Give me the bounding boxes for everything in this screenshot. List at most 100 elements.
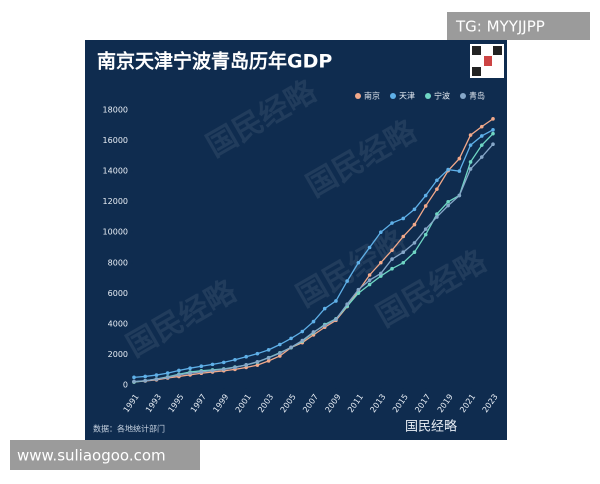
data-point	[244, 363, 248, 367]
y-tick-label: 12000	[103, 197, 128, 206]
data-point	[143, 374, 148, 379]
data-point	[491, 131, 495, 136]
data-point	[379, 260, 383, 265]
data-point	[334, 299, 338, 303]
data-point	[356, 260, 361, 265]
data-point	[390, 221, 394, 225]
data-point	[367, 282, 372, 287]
legend-swatch	[460, 93, 466, 99]
data-point	[334, 317, 338, 322]
y-tick-label: 8000	[108, 258, 128, 267]
data-point	[165, 371, 170, 375]
data-point	[390, 266, 394, 271]
legend-swatch	[425, 93, 431, 99]
data-point	[233, 357, 237, 362]
data-point	[423, 227, 428, 231]
data-point	[132, 375, 136, 380]
y-tick-label: 14000	[103, 167, 128, 176]
data-point	[278, 351, 282, 356]
y-tick-label: 10000	[103, 228, 128, 237]
overlay-bottom-text: www.suliaogoo.com	[17, 447, 166, 465]
data-point	[233, 365, 237, 370]
data-point	[199, 364, 204, 369]
data-point	[367, 278, 372, 282]
data-point	[210, 368, 215, 373]
data-point	[266, 356, 271, 360]
data-point	[435, 215, 439, 219]
data-point	[278, 354, 282, 358]
data-point	[412, 207, 417, 212]
data-point	[154, 373, 159, 377]
data-point	[390, 248, 394, 253]
data-point	[278, 342, 282, 347]
data-point	[311, 319, 316, 324]
data-point	[255, 363, 260, 367]
data-point	[435, 178, 439, 183]
data-point	[322, 323, 327, 328]
y-tick-label: 0	[123, 381, 128, 390]
data-point	[457, 169, 462, 173]
y-tick-label: 4000	[108, 319, 128, 328]
data-point	[154, 377, 159, 381]
data-point	[244, 354, 248, 359]
chart-title: 南京天津宁波青岛历年GDP	[97, 50, 332, 73]
data-point	[423, 193, 428, 198]
data-point	[491, 142, 495, 147]
data-point	[468, 133, 473, 137]
data-point	[435, 212, 439, 216]
data-point	[367, 245, 372, 250]
data-point	[356, 287, 361, 292]
data-point	[401, 216, 406, 221]
data-point	[468, 160, 473, 164]
data-point	[143, 378, 148, 383]
data-point	[289, 336, 293, 341]
data-point	[345, 279, 349, 283]
legend-swatch	[355, 93, 361, 99]
overlay-bottom-box	[10, 440, 200, 470]
data-point	[412, 250, 417, 255]
data-point	[210, 362, 215, 367]
data-point	[165, 375, 170, 380]
data-point	[401, 250, 406, 255]
data-point	[446, 167, 450, 172]
y-tick-label: 2000	[108, 350, 128, 359]
data-point	[300, 329, 305, 334]
data-point	[457, 193, 462, 198]
data-point	[188, 366, 192, 370]
legend-label: 青岛	[469, 91, 485, 101]
data-point	[188, 371, 192, 375]
data-point	[479, 124, 484, 129]
data-point	[266, 359, 271, 363]
data-point	[468, 143, 473, 147]
data-point	[367, 273, 372, 277]
data-point	[412, 222, 417, 227]
data-point	[300, 338, 305, 343]
data-point	[435, 187, 439, 191]
data-point	[446, 200, 450, 204]
data-point	[379, 274, 383, 278]
data-point	[356, 291, 361, 295]
data-point	[479, 143, 484, 147]
data-point	[289, 345, 293, 350]
y-tick-label: 6000	[108, 289, 128, 298]
data-point	[199, 370, 204, 374]
legend-label: 宁波	[434, 91, 450, 101]
data-point	[255, 359, 260, 364]
data-point	[255, 351, 260, 356]
source-note: 数据：各地统计部门	[93, 424, 165, 434]
legend-label: 南京	[364, 91, 380, 101]
data-point	[221, 367, 226, 372]
data-point	[345, 302, 349, 306]
data-point	[177, 368, 181, 373]
legend-swatch	[390, 93, 396, 99]
data-point	[423, 232, 428, 237]
data-point	[322, 306, 327, 311]
plot: 0 2000 4000 6000 8000 10000 12000 14000 16000 180…	[103, 91, 500, 415]
data-point	[423, 204, 428, 208]
data-point	[457, 156, 462, 161]
data-point	[401, 260, 406, 265]
y-tick-label: 16000	[103, 136, 128, 145]
overlay-top-text: TG: MYYJJPP	[455, 18, 545, 36]
